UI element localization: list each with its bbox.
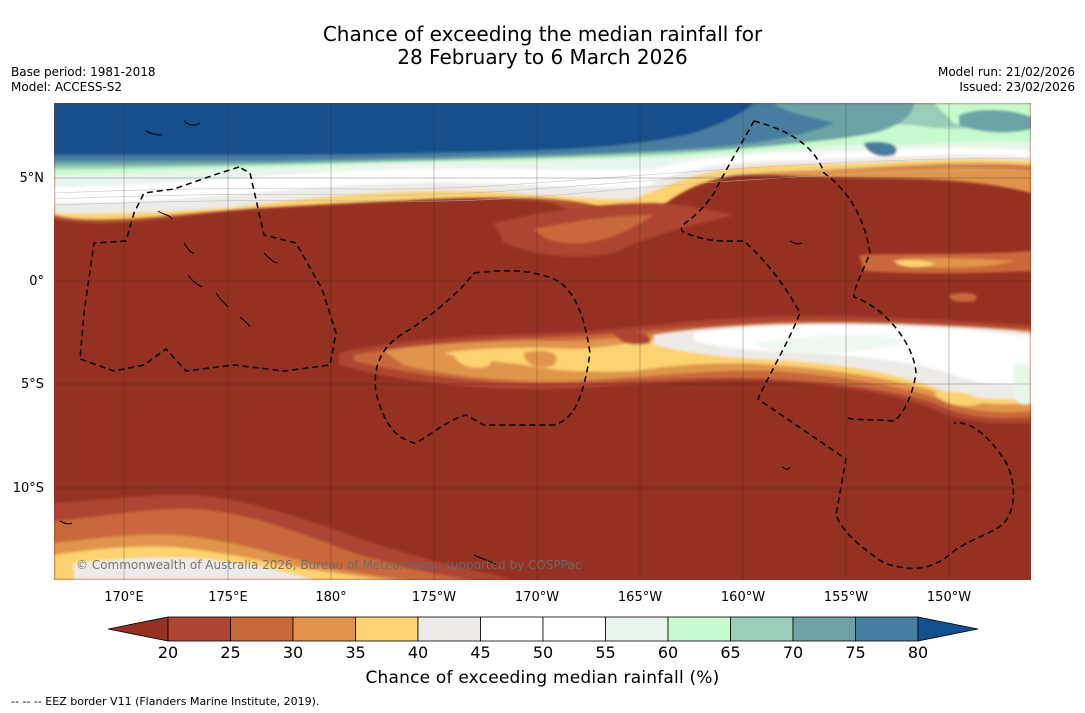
lat-label-0: 0°	[29, 274, 44, 289]
colorbar-box-35-40	[355, 616, 419, 642]
graticule	[54, 103, 1031, 580]
colorbar-tick-75: 75	[845, 643, 866, 662]
colorbar-tick-65: 65	[720, 643, 741, 662]
colorbar-box-20-25	[167, 616, 231, 642]
lat-label-5s: 5°S	[20, 377, 44, 392]
colorbar-box-70-75	[792, 616, 856, 642]
colorbar-box-45-50	[480, 616, 544, 642]
base-period: Base period: 1981-2018	[11, 65, 156, 79]
colorbar-tick-25: 25	[220, 643, 241, 662]
colorbar-tick-20: 20	[157, 643, 179, 662]
colorbar-box-65-70	[730, 616, 794, 642]
copyright-notice: © Commonwealth of Australia 2026, Bureau…	[76, 558, 582, 572]
colorbar-box-55-60	[605, 616, 669, 642]
colorbar-label: Chance of exceeding median rainfall (%)	[365, 668, 720, 688]
lat-label-10s: 10°S	[12, 481, 44, 496]
lat-label-5n: 5°N	[19, 171, 45, 186]
colorbar-tick-70: 70	[782, 643, 804, 662]
eez-legend: -- -- -- EEZ border V11 (Flanders Marine…	[11, 695, 320, 708]
coastlines	[59, 120, 803, 566]
colorbar-box-40-45	[417, 616, 481, 642]
colorbar-tick-60: 60	[657, 643, 679, 662]
lon-label-180: 180°	[315, 590, 347, 605]
colorbar-box-50-55	[542, 616, 606, 642]
colorbar-tick-80: 80	[907, 643, 929, 662]
colorbar-box-60-65	[667, 616, 731, 642]
colorbar-tick-50: 50	[532, 643, 554, 662]
rainfall-field	[54, 103, 1031, 580]
eez-borders	[79, 120, 1015, 570]
colorbar-tick-40: 40	[407, 643, 429, 662]
chart-title-line-1: Chance of exceeding the median rainfall …	[322, 22, 763, 46]
colorbar-tick-35: 35	[345, 643, 366, 662]
rainfall-map: © Commonwealth of Australia 2026, Bureau…	[54, 103, 1031, 580]
issued-date: Issued: 23/02/2026	[959, 80, 1075, 94]
colorbar-box-75-80	[855, 616, 919, 642]
chart-title-line-2: 28 February to 6 March 2026	[397, 45, 688, 69]
lon-label-160w: 160°W	[720, 590, 766, 605]
model-run-date: Model run: 21/02/2026	[937, 65, 1075, 79]
colorbar-box-30-35	[292, 616, 356, 642]
colorbar-tick-45: 45	[470, 643, 491, 662]
colorbar-box-25-30	[230, 616, 294, 642]
lon-label-175e: 175°E	[208, 590, 248, 605]
colorbar-tick-55: 55	[595, 643, 616, 662]
lon-label-170w: 170°W	[514, 590, 560, 605]
model-name: Model: ACCESS-S2	[11, 80, 123, 94]
colorbar-tick-30: 30	[282, 643, 304, 662]
lon-label-170e: 170°E	[104, 590, 144, 605]
colorbar-over-arrow	[917, 616, 978, 642]
colorbar	[108, 616, 978, 642]
lon-label-150w: 150°W	[926, 590, 972, 605]
lon-label-155w: 155°W	[823, 590, 869, 605]
lon-label-175w: 175°W	[411, 590, 457, 605]
colorbar-under-arrow	[108, 616, 169, 642]
lon-label-165w: 165°W	[617, 590, 663, 605]
